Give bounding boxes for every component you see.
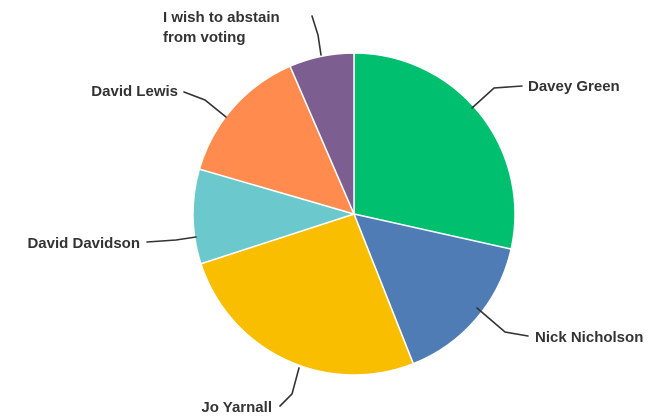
leader-line-0 bbox=[471, 85, 523, 109]
slice-label-4: David Lewis bbox=[91, 83, 178, 100]
slice-label-line: Nick Nicholson bbox=[535, 329, 643, 346]
slice-label-line: I wish to abstain bbox=[163, 9, 280, 26]
leader-line-3 bbox=[146, 236, 197, 243]
leader-line-1 bbox=[476, 307, 529, 337]
slice-label-2: Jo Yarnall bbox=[201, 399, 272, 416]
leader-line-5 bbox=[311, 15, 322, 56]
slice-label-3: David Davidson bbox=[27, 235, 140, 252]
leader-line-4 bbox=[183, 91, 227, 118]
pie-slice-0 bbox=[353, 52, 516, 251]
slice-label-line: David Davidson bbox=[27, 235, 140, 252]
pie-slice-5 bbox=[289, 52, 355, 215]
leader-line-2 bbox=[279, 367, 300, 407]
slice-labels: Davey Green Nick Nicholson Jo Yarnall David… bbox=[27, 9, 643, 416]
slice-label-line: from voting bbox=[163, 29, 246, 46]
slice-label-1: Nick Nicholson bbox=[535, 329, 643, 346]
label-leader-lines bbox=[146, 15, 529, 407]
slice-label-line: David Lewis bbox=[91, 83, 178, 100]
pie-slice-2 bbox=[199, 213, 415, 376]
slice-label-5: I wish to abstain from voting bbox=[163, 9, 280, 46]
slice-label-line: Davey Green bbox=[528, 78, 620, 95]
pie-slice-4 bbox=[198, 65, 356, 216]
pie-slices bbox=[192, 52, 516, 376]
slice-label-0: Davey Green bbox=[528, 78, 620, 95]
pie-slice-1 bbox=[352, 212, 513, 365]
slice-label-line: Jo Yarnall bbox=[201, 399, 272, 416]
pie-slice-3 bbox=[192, 168, 357, 265]
